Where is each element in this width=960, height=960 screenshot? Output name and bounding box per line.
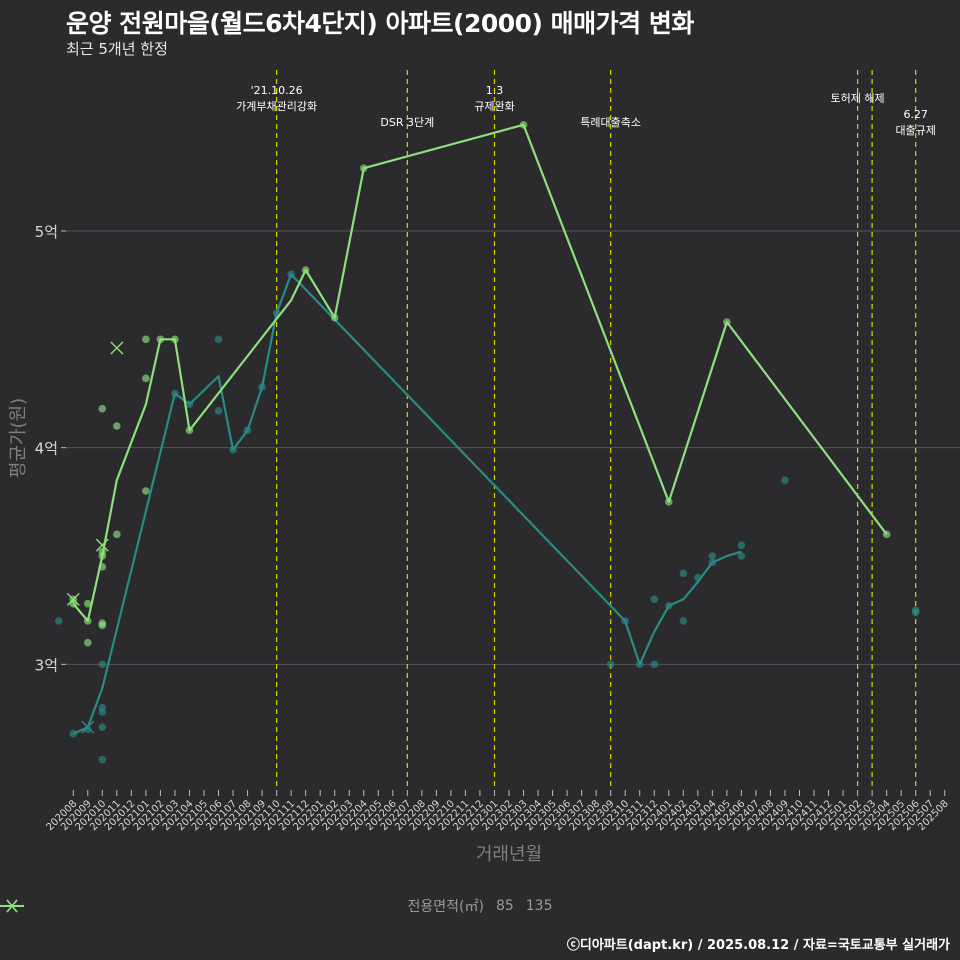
event-label: DSR 3단계 <box>380 116 434 129</box>
data-point-85 <box>679 617 688 625</box>
data-point-85 <box>737 541 746 549</box>
data-point-85 <box>171 389 179 398</box>
data-point-85 <box>98 755 107 764</box>
data-point-85 <box>287 270 295 279</box>
data-point-135 <box>83 638 92 647</box>
data-point-135 <box>882 530 891 539</box>
legend-label-85: 85 <box>495 898 514 914</box>
legend-item-135: 135 <box>0 898 553 914</box>
event-label: 규제완화 <box>474 100 514 113</box>
source-caption: ⓒ디아파트(dapt.kr) / 2025.08.12 / 자료=국토교통부 실… <box>566 938 950 953</box>
data-point-135 <box>330 313 339 322</box>
data-point-85 <box>606 660 615 669</box>
x-axis-title: 거래년월 <box>476 844 542 865</box>
legend-key-135-icon <box>0 899 24 913</box>
legend-title: 전용면적(㎡) <box>407 899 484 915</box>
data-point-85 <box>214 335 223 344</box>
data-point-135 <box>83 617 92 625</box>
data-point-85 <box>708 558 717 567</box>
data-point-85 <box>635 660 644 669</box>
data-point-85 <box>258 383 266 391</box>
data-point-85 <box>243 426 252 435</box>
legend-label-135: 135 <box>525 898 553 914</box>
data-point-85 <box>664 602 673 610</box>
data-point-135 <box>156 335 165 344</box>
data-point-85 <box>98 723 107 731</box>
y-axis-title: 평균가(원) <box>8 398 29 478</box>
event-label: '21.10.26 <box>251 84 303 97</box>
event-label: 특례대출축소 <box>580 116 641 129</box>
data-point-135 <box>723 318 731 326</box>
data-point-135 <box>664 498 673 506</box>
cross-marker-135 <box>66 592 80 606</box>
data-point-85 <box>69 729 78 738</box>
data-point-135 <box>98 563 107 571</box>
data-point-135 <box>98 621 107 630</box>
data-point-85 <box>694 573 702 582</box>
legend: 전용면적(㎡) 85 135 <box>0 896 960 916</box>
data-point-135 <box>519 121 528 129</box>
data-point-85 <box>185 400 194 409</box>
chart-title: 운양 전원마을(월드6차4단지) 아파트(2000) 매매가격 변화 <box>66 9 694 38</box>
data-point-135 <box>98 552 107 560</box>
data-point-85 <box>83 725 92 734</box>
data-point-135 <box>142 374 150 383</box>
data-point-135 <box>83 599 92 608</box>
event-label: 1.3 <box>486 84 504 97</box>
data-point-135 <box>98 404 107 413</box>
data-point-135 <box>113 530 121 539</box>
data-point-85 <box>708 552 717 560</box>
data-point-85 <box>214 407 223 415</box>
data-point-135 <box>142 335 150 344</box>
data-point-135 <box>301 266 310 274</box>
data-point-85 <box>650 595 659 604</box>
cross-marker-135 <box>110 341 124 355</box>
event-label: 6.27 <box>903 108 928 121</box>
cross-marker-135 <box>95 538 109 552</box>
event-label: 대출규제 <box>895 124 935 137</box>
data-point-85 <box>650 660 659 669</box>
data-point-85 <box>679 569 688 578</box>
data-point-85 <box>229 446 237 454</box>
data-point-85 <box>911 608 920 617</box>
event-label: 토허제 해제 <box>831 91 885 105</box>
cross-marker-85 <box>81 720 95 734</box>
chart-subtitle: 최근 5개년 한정 <box>66 40 168 58</box>
data-point-85 <box>781 476 789 484</box>
data-point-85 <box>98 708 107 716</box>
y-tick-label: 4억 <box>35 440 58 458</box>
data-point-85 <box>621 617 629 625</box>
data-point-135 <box>359 164 368 172</box>
data-point-85 <box>54 617 63 625</box>
event-label: 가계부채관리강화 <box>236 100 317 113</box>
y-tick-label: 3억 <box>35 656 58 674</box>
data-point-135 <box>171 335 179 344</box>
data-point-85 <box>737 552 746 560</box>
legend-item-85: 85 <box>0 898 514 914</box>
data-point-135 <box>113 422 121 430</box>
y-tick-label: 5억 <box>35 223 58 241</box>
data-point-85 <box>98 660 107 669</box>
series-line-135 <box>72 123 888 623</box>
data-point-135 <box>185 426 194 435</box>
data-point-135 <box>142 487 150 495</box>
